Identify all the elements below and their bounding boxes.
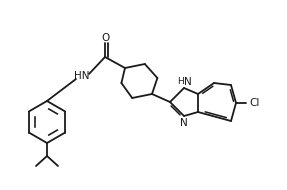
Text: N: N [180,118,188,128]
Text: Cl: Cl [250,98,260,108]
Text: O: O [101,33,109,43]
Text: HN: HN [74,71,90,81]
Text: H: H [178,78,184,86]
Text: N: N [184,77,192,87]
